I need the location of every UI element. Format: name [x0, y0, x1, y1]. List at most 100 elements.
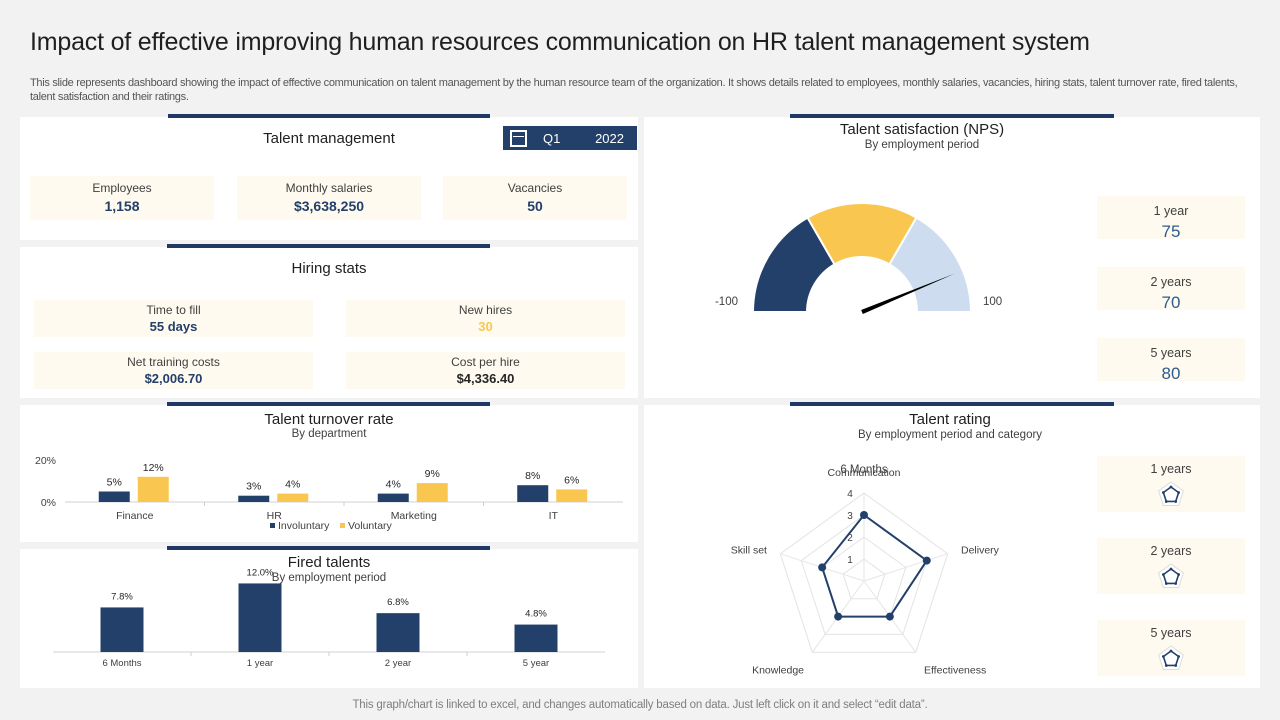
x-tick-label: 2 year [385, 658, 411, 669]
page-description: This slide represents dashboard showing … [30, 77, 1238, 103]
thumb-point [1169, 485, 1173, 489]
thumb-series [1162, 568, 1180, 585]
thumb-point [1164, 664, 1168, 667]
legend-swatch [270, 523, 275, 528]
hiring-value: 30 [478, 319, 493, 334]
turnover-data-label: 4% [386, 479, 401, 491]
kpi-monthly-salaries: Monthly salaries $3,638,250 [237, 176, 421, 220]
hiring-stats-panel: Hiring stats Time to fill 55 days New hi… [20, 244, 638, 398]
fired-data-label: 7.8% [111, 591, 133, 602]
x-tick-label: 6 Months [102, 658, 141, 669]
nps-card-1-year: 1 year 75 [1097, 196, 1245, 241]
kpi-label: Employees [92, 181, 152, 195]
panel-accent [790, 402, 1114, 406]
x-tick-label: IT [549, 510, 559, 522]
radar-axis-label: Knowledge [752, 665, 804, 677]
period-quarter: Q1 [543, 131, 561, 146]
turnover-bar-involuntary [238, 495, 270, 502]
thumb-point [1174, 582, 1178, 585]
radar-spoke [863, 553, 948, 582]
kpi-label: Monthly salaries [285, 181, 373, 195]
rating-label: 5 years [1150, 626, 1192, 640]
calendar-icon [510, 130, 527, 147]
turnover-bar-voluntary [137, 476, 169, 502]
rating-card-2-years: 2 years [1097, 538, 1245, 594]
nps-gauge: -100 100 [715, 202, 1002, 315]
panel-accent [168, 114, 490, 118]
thumb-series [1162, 650, 1180, 667]
radar-scale-label: 2 [847, 533, 853, 544]
fired-bar [238, 583, 282, 652]
thumb-point [1177, 573, 1181, 576]
turnover-chart: 0% 20% 5% 12% Finance 3% 4% HR 4% 9% Marketing 8% 6%… [35, 455, 623, 532]
rating-label: 1 years [1150, 462, 1192, 476]
radar-axis-label: Communication [828, 467, 901, 479]
radar-series-title: 6 Months [840, 464, 888, 476]
radar-grid-ring [842, 558, 886, 600]
radar-point [885, 612, 894, 621]
turnover-bar-voluntary [556, 489, 588, 502]
kpi-employees: Employees 1,158 [30, 176, 214, 220]
period-selector[interactable]: Q1 2022 [503, 126, 637, 150]
nps-card-5-years: 5 years 80 [1097, 338, 1245, 383]
thumb-ring [1158, 563, 1184, 589]
thumb-point [1169, 649, 1173, 653]
period-year: 2022 [595, 131, 624, 146]
radar-scale-label: 1 [847, 555, 853, 566]
thumb-point [1174, 500, 1178, 503]
radar-point [818, 563, 827, 572]
fired-chart: 7.8% 6 Months 12.0% 1 year 6.8% 2 year 4.8% 5 y… [53, 567, 605, 669]
nps-label: 2 years [1150, 275, 1192, 289]
kpi-value: 50 [527, 198, 543, 214]
talent-turnover-panel: Talent turnover rate By department 0% 20%… [20, 402, 638, 542]
hiring-new-hires: New hires 30 [346, 300, 625, 337]
turnover-bar-voluntary [416, 483, 448, 502]
radar-grid-ring [779, 492, 949, 653]
hiring-cost-per-hire: Cost per hire $4,336.40 [346, 352, 625, 389]
thumb-point [1161, 655, 1165, 658]
fired-title: Fired talents [287, 554, 371, 571]
turnover-title: Talent turnover rate [264, 411, 394, 428]
nps-label: 1 year [1153, 204, 1189, 218]
fired-talents-panel: Fired talents By employment period 7.8% 6… [20, 546, 638, 688]
rating-radar-chart: 6 Months 1 2 3 4 Communication Delivery Effecti… [731, 464, 1000, 677]
nps-value: 70 [1161, 293, 1181, 312]
radar-thumbnail-icon [1158, 481, 1184, 507]
turnover-subtitle: By department [291, 428, 367, 440]
thumb-point [1169, 567, 1173, 571]
footer-note: This graph/chart is linked to excel, and… [352, 699, 928, 711]
turnover-data-label: 6% [564, 474, 579, 486]
radar-axis-label: Delivery [961, 544, 1000, 556]
hiring-label: Net training costs [127, 355, 220, 369]
turnover-bar-involuntary [377, 493, 409, 502]
thumb-point [1164, 500, 1168, 503]
panel-accent [167, 546, 490, 550]
thumb-ring [1158, 481, 1184, 507]
turnover-bar-involuntary [98, 491, 130, 502]
radar-point [922, 556, 931, 565]
fired-bar [100, 607, 144, 652]
thumb-point [1174, 664, 1178, 667]
panel-accent [167, 244, 490, 248]
nps-label: 5 years [1150, 346, 1192, 360]
turnover-data-label: 8% [525, 470, 540, 482]
hiring-value: $2,006.70 [144, 371, 203, 386]
talent-rating-panel: Talent rating By employment period and c… [644, 402, 1260, 688]
fired-data-label: 4.8% [525, 609, 547, 620]
turnover-bar-voluntary [277, 493, 309, 502]
hiring-label: Cost per hire [451, 355, 520, 369]
thumb-point [1164, 582, 1168, 585]
turnover-data-label: 9% [425, 468, 440, 480]
rating-card-1-years: 1 years [1097, 456, 1245, 512]
radar-scale-label: 4 [847, 489, 853, 500]
gauge-needle [861, 273, 955, 315]
kpi-vacancies: Vacancies 50 [443, 176, 627, 220]
fired-data-label: 12.0% [247, 567, 274, 578]
satisfaction-title: Talent satisfaction (NPS) [839, 121, 1005, 138]
fired-data-label: 6.8% [387, 597, 409, 608]
gauge-min-label: -100 [715, 296, 738, 308]
fired-bar [376, 613, 420, 652]
hiring-label: Time to fill [146, 303, 201, 317]
thumb-point [1161, 491, 1165, 494]
radar-scale-label: 3 [847, 511, 853, 522]
